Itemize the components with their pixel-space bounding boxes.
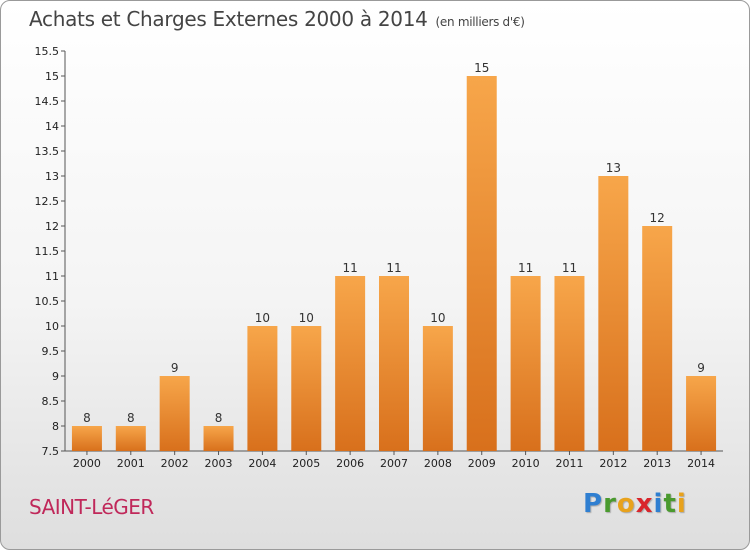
- bar-2010: [510, 276, 541, 451]
- bar-2003: [203, 426, 234, 451]
- x-tick-label: 2003: [205, 457, 233, 470]
- y-tick-label: 14: [45, 120, 59, 133]
- x-tick-label: 2001: [117, 457, 145, 470]
- data-label: 12: [650, 211, 665, 225]
- y-tick-label: 15.5: [35, 45, 60, 58]
- bar-2001: [115, 426, 146, 451]
- logo-letter: i: [653, 489, 664, 519]
- y-tick-label: 11: [45, 270, 59, 283]
- y-tick-label: 11.5: [35, 245, 60, 258]
- bar-2006: [335, 276, 366, 451]
- chart-unit: (en milliers d'€): [435, 15, 525, 29]
- bar-2000: [71, 426, 102, 451]
- chart-title-text: Achats et Charges Externes 2000 à 2014: [29, 7, 428, 31]
- x-tick-label: 2007: [380, 457, 408, 470]
- logo-letter: x: [635, 489, 654, 519]
- data-label: 9: [697, 361, 705, 375]
- bar-2013: [642, 226, 673, 451]
- y-tick-label: 15: [45, 70, 59, 83]
- x-tick-label: 2005: [292, 457, 320, 470]
- data-label: 11: [518, 261, 533, 275]
- logo-letter: r: [603, 489, 617, 519]
- x-tick-label: 2006: [336, 457, 364, 470]
- data-label: 10: [299, 311, 314, 325]
- bar-2007: [379, 276, 409, 451]
- logo-letter: P: [583, 489, 604, 519]
- data-label: 13: [606, 161, 621, 175]
- y-tick-label: 13.5: [35, 145, 60, 158]
- x-tick-label: 2011: [555, 457, 583, 470]
- bar-2008: [422, 326, 453, 451]
- logo-letter: o: [616, 489, 636, 519]
- x-tick-label: 2014: [687, 457, 715, 470]
- chart-title: Achats et Charges Externes 2000 à 2014 (e…: [29, 7, 525, 31]
- x-tick-label: 2013: [643, 457, 671, 470]
- data-label: 8: [127, 411, 135, 425]
- x-tick-label: 2002: [161, 457, 189, 470]
- data-label: 11: [342, 261, 357, 275]
- x-tick-label: 2010: [512, 457, 540, 470]
- data-label: 9: [171, 361, 179, 375]
- y-tick-label: 12.5: [35, 195, 60, 208]
- bar-2005: [291, 326, 322, 451]
- y-tick-label: 7.5: [42, 445, 60, 458]
- x-tick-label: 2000: [73, 457, 101, 470]
- y-tick-label: 8: [52, 420, 59, 433]
- data-label: 15: [474, 61, 489, 75]
- data-label: 11: [386, 261, 401, 275]
- logo-letter: t: [663, 489, 677, 519]
- bar-2012: [598, 176, 629, 451]
- proxiti-logo: Proxiti: [583, 489, 687, 519]
- logo-letter: i: [676, 489, 687, 519]
- y-tick-label: 8.5: [42, 395, 60, 408]
- bar-2004: [247, 326, 278, 451]
- data-label: 8: [215, 411, 223, 425]
- bar-2011: [554, 276, 585, 451]
- x-tick-label: 2009: [468, 457, 496, 470]
- commune-name: SAINT-LéGER: [29, 495, 154, 519]
- data-label: 10: [430, 311, 445, 325]
- y-tick-label: 9.5: [42, 345, 60, 358]
- y-tick-label: 12: [45, 220, 59, 233]
- y-tick-label: 9: [52, 370, 59, 383]
- bar-2002: [159, 376, 190, 451]
- x-tick-label: 2012: [599, 457, 627, 470]
- x-tick-label: 2004: [248, 457, 276, 470]
- y-tick-label: 13: [45, 170, 59, 183]
- x-tick-label: 2008: [424, 457, 452, 470]
- data-label: 8: [83, 411, 91, 425]
- bar-2014: [686, 376, 717, 451]
- data-label: 10: [255, 311, 270, 325]
- y-tick-label: 10: [45, 320, 59, 333]
- bar-2009: [466, 76, 497, 451]
- y-tick-label: 14.5: [35, 95, 60, 108]
- data-label: 11: [562, 261, 577, 275]
- y-tick-label: 10.5: [35, 295, 60, 308]
